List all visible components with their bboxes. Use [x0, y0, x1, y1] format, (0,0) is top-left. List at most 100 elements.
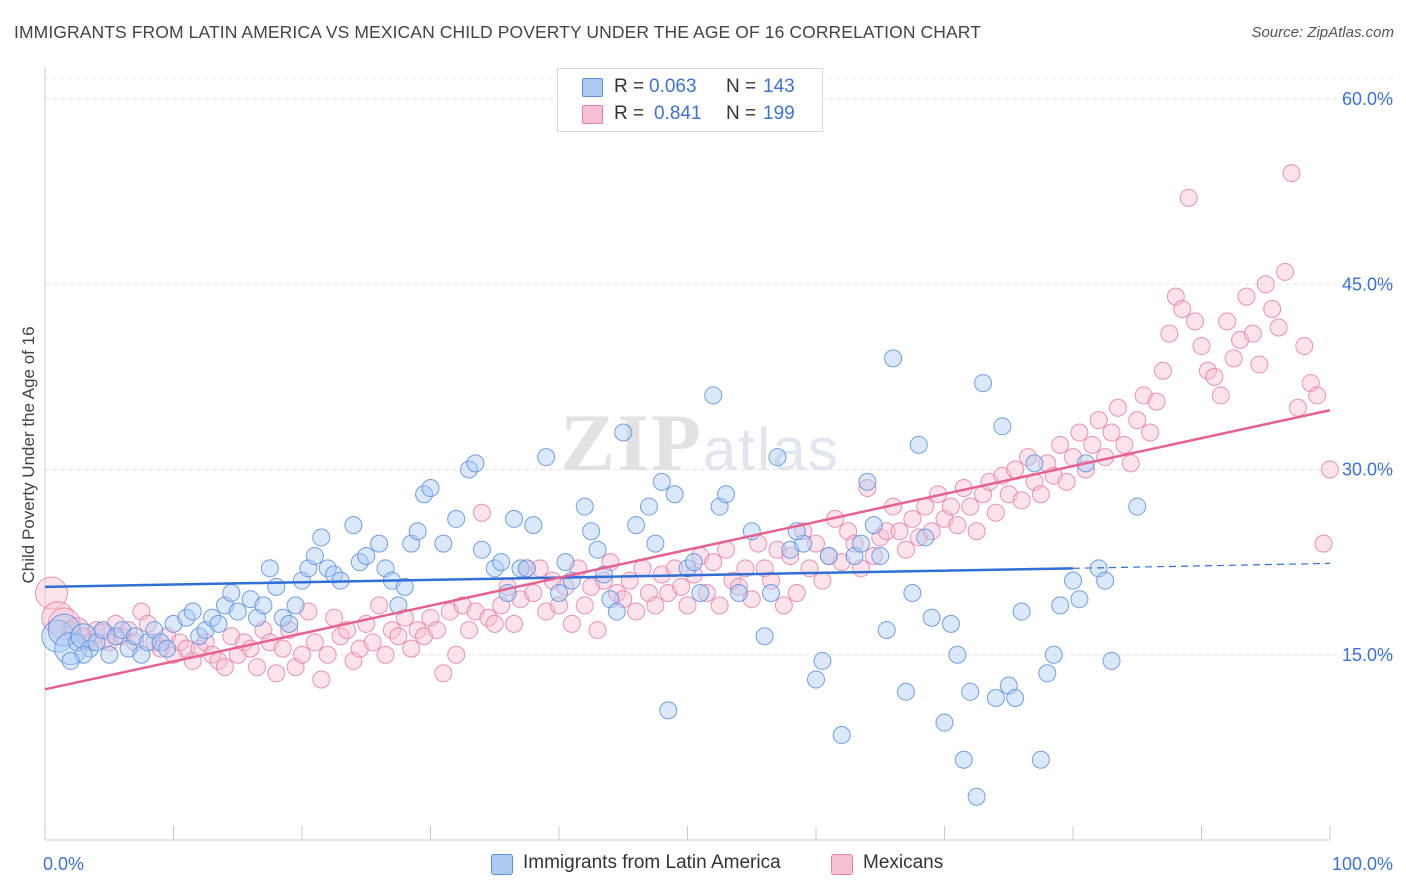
mexicans-point [1205, 367, 1224, 386]
blue-swatch [582, 78, 603, 97]
n-value: 199 [763, 103, 795, 124]
legend-label: Immigrants from Latin America [523, 852, 781, 873]
r-value: 0.063 [649, 76, 697, 97]
latin-america-point [851, 534, 870, 553]
mexicans-point [1218, 312, 1237, 331]
source-credit: Source: ZipAtlas.com [1251, 24, 1394, 41]
mexicans-point [948, 516, 967, 535]
mexicans-point [1321, 460, 1339, 479]
latin-america-point [492, 553, 511, 572]
mexicans-point [550, 596, 568, 615]
mexicans-point [1147, 392, 1166, 411]
mexicans-point [434, 664, 453, 683]
latin-america-point [646, 534, 665, 553]
mexicans-point [1057, 472, 1076, 491]
latin-america-point [582, 522, 601, 541]
mexicans-point [34, 576, 68, 610]
mexicans-point [1141, 423, 1160, 442]
latin-america-point [1064, 571, 1082, 590]
watermark-zip: ZIP [560, 397, 703, 488]
latin-america-point [1051, 596, 1070, 615]
latin-america-point [1044, 645, 1063, 664]
mexicans-point [813, 571, 832, 590]
latin-america-point [524, 516, 543, 535]
mexicans-point [1070, 423, 1089, 442]
trend-lines [44, 409, 1331, 691]
mexicans-point [1250, 355, 1269, 374]
mexicans-point [1269, 318, 1288, 337]
axes [44, 68, 1331, 841]
latin-america-point [47, 613, 81, 647]
mexicans-point [1224, 349, 1243, 368]
n-label: N = [726, 76, 757, 97]
latin-america-point [864, 516, 883, 535]
latin-america-point [447, 509, 466, 528]
mexicans-point [678, 596, 697, 615]
latin-america-point [421, 479, 440, 498]
mexicans-point [646, 596, 665, 615]
latin-america-point [41, 619, 75, 653]
pink-swatch [582, 105, 603, 124]
n-value: 143 [763, 76, 795, 97]
y-tick-label: 15.0% [1342, 645, 1393, 665]
mexicans-point [427, 621, 446, 640]
latin-america-point [158, 639, 177, 658]
watermark: ZIPatlas [560, 397, 839, 488]
latin-america-point [1038, 664, 1057, 683]
latin-america-point [903, 584, 922, 603]
mexicans-point [1237, 287, 1256, 306]
latin-america-point [684, 553, 703, 572]
latin-america-point [1012, 602, 1031, 621]
latin-america-point [357, 546, 376, 565]
latin-america-point [408, 522, 427, 541]
latin-america-point [858, 472, 877, 491]
latin-america-point [228, 602, 247, 621]
mexicans-point [736, 559, 755, 578]
mexicans-point [318, 645, 337, 664]
latin-america-point [260, 559, 279, 578]
mexicans-point [864, 546, 883, 565]
latin-america-point [691, 584, 710, 603]
latin-america-point [1025, 454, 1044, 473]
latin-america-point [1128, 497, 1147, 516]
mexicans-point [672, 577, 691, 596]
mexicans-point [1051, 435, 1070, 454]
latin-america-point [665, 485, 684, 504]
mexicans-point [858, 479, 877, 498]
latin-america-point [1031, 750, 1050, 769]
mexicans-point [1173, 299, 1192, 318]
latin-america-point [517, 559, 536, 578]
mexicans-point [1108, 398, 1127, 417]
watermark-atlas: atlas [703, 416, 840, 483]
latin-america-point [832, 726, 851, 745]
latin-america-point [884, 349, 903, 368]
mexicans-point [575, 596, 594, 615]
chart-title: IMMIGRANTS FROM LATIN AMERICA VS MEXICAN… [14, 22, 981, 42]
r-value: 0.841 [654, 103, 702, 124]
latin-america-point [209, 614, 228, 633]
latin-america-point [993, 417, 1012, 436]
latin-america-point [659, 701, 678, 720]
latin-america-point [594, 565, 613, 584]
latin-america-point [717, 485, 736, 504]
latin-america-point [896, 682, 915, 701]
mexicans-point [1179, 188, 1198, 207]
latin-america-point [286, 596, 305, 615]
mexicans-point [620, 571, 639, 590]
mexicans-point [1211, 386, 1230, 405]
mexicans-point [215, 658, 234, 677]
mexicans-point [627, 602, 646, 621]
mexicans-point [1288, 398, 1307, 417]
latin-america-point [762, 584, 781, 603]
mexicans-point [710, 596, 729, 615]
trend-line-mexicans [44, 409, 1331, 691]
latin-america-point [807, 670, 825, 689]
latin-america-point [877, 621, 896, 640]
mexicans-point [312, 670, 331, 689]
latin-america-point [941, 614, 960, 633]
mexicans-point [1256, 275, 1275, 294]
latin-america-point [819, 546, 838, 565]
latin-america-point [395, 577, 414, 596]
mexicans-point [1308, 386, 1327, 405]
r-label: R = [614, 76, 645, 97]
